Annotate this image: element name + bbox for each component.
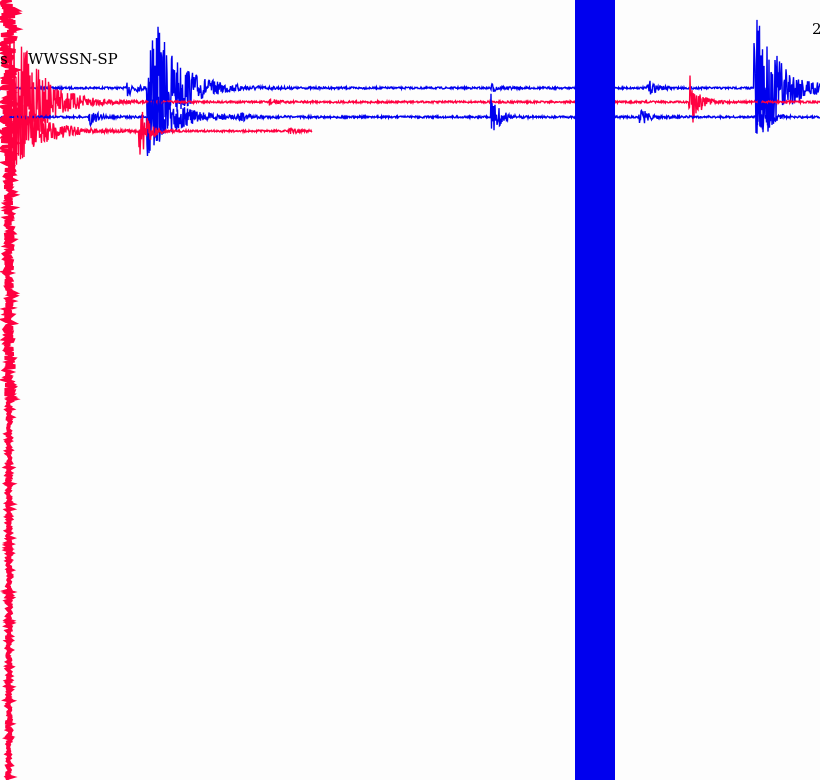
large-event-red [0, 0, 24, 780]
trace-1 [0, 19, 820, 154]
station-label: WWSSN-SP [28, 50, 118, 68]
trace-3 [0, 81, 820, 157]
trace-2 [0, 16, 820, 197]
trace-4 [0, 89, 313, 169]
left-label-fragment: s [0, 50, 8, 68]
large-event-3 [575, 0, 615, 780]
corner-label: 2 [812, 20, 820, 38]
